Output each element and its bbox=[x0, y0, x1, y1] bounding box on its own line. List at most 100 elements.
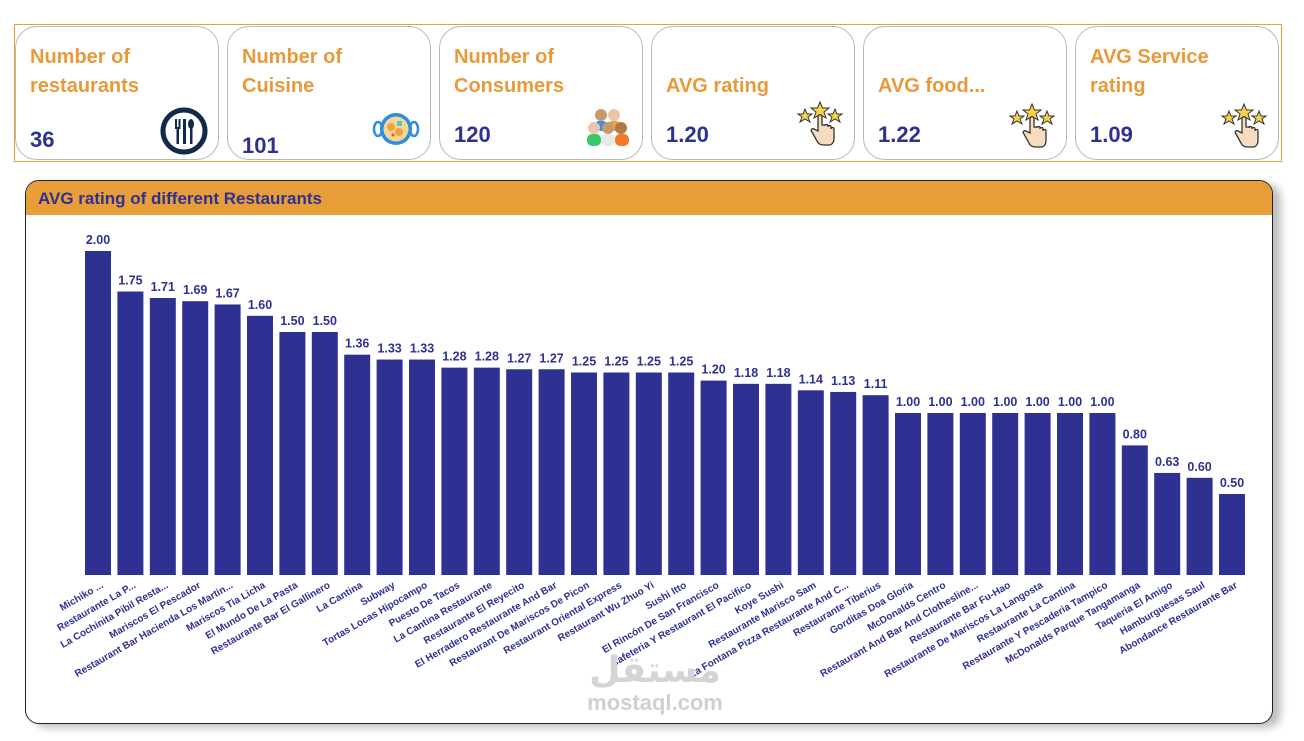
data-label: 1.00 bbox=[1090, 395, 1114, 409]
kpi-value: 101 bbox=[242, 133, 279, 158]
bar[interactable] bbox=[311, 332, 338, 575]
bar[interactable] bbox=[1154, 472, 1181, 575]
bar[interactable] bbox=[927, 413, 954, 575]
data-label: 1.00 bbox=[896, 395, 920, 409]
plate-cutlery-icon bbox=[160, 107, 208, 155]
data-label: 1.50 bbox=[280, 314, 304, 328]
data-label: 1.14 bbox=[799, 372, 823, 386]
bar[interactable] bbox=[344, 354, 371, 575]
star-rating-hand-icon bbox=[1220, 102, 1268, 148]
kpi-card-avg-rating[interactable]: AVG rating 1.20 bbox=[651, 26, 855, 160]
chart-header: AVG rating of different Restaurants bbox=[26, 181, 1272, 215]
bar[interactable] bbox=[1121, 445, 1148, 575]
bar[interactable] bbox=[279, 332, 306, 575]
bar[interactable] bbox=[992, 413, 1019, 575]
data-label: 1.00 bbox=[993, 395, 1017, 409]
data-label: 1.11 bbox=[864, 377, 888, 391]
data-label: 1.00 bbox=[1025, 395, 1049, 409]
kpi-value: 1.20 bbox=[666, 122, 709, 147]
data-label: 2.00 bbox=[86, 233, 110, 247]
bar[interactable] bbox=[765, 383, 792, 575]
kpi-strip: Number of restaurants 36 Number of Cuisi… bbox=[14, 24, 1282, 162]
chart-title: AVG rating of different Restaurants bbox=[38, 189, 322, 208]
bar[interactable] bbox=[149, 297, 176, 575]
bar[interactable] bbox=[182, 301, 209, 575]
bar[interactable] bbox=[1089, 413, 1116, 575]
kpi-card-restaurants[interactable]: Number of restaurants 36 bbox=[15, 26, 219, 160]
data-label: 0.50 bbox=[1220, 476, 1244, 490]
kpi-card-avg-service-rating[interactable]: AVG Service rating 1.09 bbox=[1075, 26, 1279, 160]
data-label: 1.33 bbox=[377, 342, 401, 356]
bar[interactable] bbox=[895, 413, 921, 575]
data-label: 0.60 bbox=[1187, 460, 1211, 474]
bar[interactable] bbox=[862, 395, 889, 575]
data-label: 1.67 bbox=[215, 286, 239, 300]
bar[interactable] bbox=[959, 413, 986, 575]
data-label: 1.00 bbox=[961, 395, 985, 409]
bar[interactable] bbox=[441, 367, 468, 575]
bar[interactable] bbox=[733, 383, 759, 575]
data-label: 1.27 bbox=[507, 351, 531, 365]
chart-panel: AVG rating of different Restaurants 2.00… bbox=[25, 180, 1273, 724]
data-label: 1.00 bbox=[928, 395, 952, 409]
data-label: 1.27 bbox=[539, 351, 563, 365]
bar[interactable] bbox=[473, 367, 500, 575]
bar[interactable] bbox=[1057, 413, 1083, 575]
data-label: 1.00 bbox=[1058, 395, 1082, 409]
data-label: 1.28 bbox=[442, 350, 466, 364]
paella-dish-icon bbox=[372, 113, 420, 145]
kpi-value: 1.09 bbox=[1090, 122, 1133, 147]
star-rating-hand-icon bbox=[796, 100, 844, 146]
data-label: 1.50 bbox=[313, 314, 337, 328]
bar[interactable] bbox=[603, 372, 630, 576]
people-group-icon bbox=[587, 109, 629, 146]
bar[interactable] bbox=[409, 359, 435, 575]
kpi-value: 36 bbox=[30, 127, 55, 152]
bar[interactable] bbox=[830, 391, 857, 575]
bar[interactable] bbox=[538, 369, 565, 575]
data-label: 1.25 bbox=[669, 355, 693, 369]
data-label: 0.63 bbox=[1155, 455, 1179, 469]
data-label: 1.25 bbox=[572, 355, 596, 369]
bar[interactable] bbox=[668, 372, 695, 576]
data-label: 1.20 bbox=[701, 363, 725, 377]
data-label: 1.18 bbox=[766, 366, 790, 380]
data-label: 1.60 bbox=[248, 298, 272, 312]
data-label: 1.25 bbox=[637, 355, 661, 369]
bar[interactable] bbox=[635, 372, 662, 576]
bar[interactable] bbox=[1186, 477, 1213, 575]
kpi-title: Number of Cuisine bbox=[242, 46, 342, 97]
bar[interactable] bbox=[1219, 494, 1245, 575]
bar[interactable] bbox=[85, 251, 111, 575]
data-label: 1.25 bbox=[604, 355, 628, 369]
data-label: 1.69 bbox=[183, 283, 207, 297]
data-label: 1.13 bbox=[831, 374, 855, 388]
kpi-title: Number of Consumers bbox=[454, 46, 565, 97]
kpi-card-avg-food-rating[interactable]: AVG food... 1.22 bbox=[863, 26, 1067, 160]
bar[interactable] bbox=[506, 369, 533, 575]
kpi-title: AVG Service rating bbox=[1090, 46, 1209, 97]
data-label: 1.75 bbox=[118, 274, 142, 288]
bar[interactable] bbox=[214, 304, 241, 575]
kpi-card-cuisine[interactable]: Number of Cuisine 101 bbox=[227, 26, 431, 160]
kpi-title: AVG food... bbox=[878, 75, 986, 97]
kpi-title: AVG rating bbox=[666, 75, 769, 97]
bar[interactable] bbox=[376, 359, 403, 575]
bar[interactable] bbox=[247, 315, 273, 575]
kpi-title: Number of restaurants bbox=[30, 46, 139, 97]
data-label: 1.18 bbox=[734, 366, 758, 380]
bar[interactable] bbox=[117, 291, 144, 576]
kpi-card-consumers[interactable]: Number of Consumers 120 bbox=[439, 26, 643, 160]
data-label: 1.28 bbox=[475, 350, 499, 364]
bar[interactable] bbox=[1024, 413, 1051, 575]
star-rating-hand-icon bbox=[1008, 102, 1056, 148]
data-label: 0.80 bbox=[1123, 427, 1147, 441]
bar[interactable] bbox=[700, 380, 727, 575]
bar[interactable] bbox=[797, 390, 824, 575]
data-label: 1.71 bbox=[151, 280, 175, 294]
bar[interactable] bbox=[571, 372, 597, 576]
data-label: 1.36 bbox=[345, 337, 369, 351]
data-label: 1.33 bbox=[410, 342, 434, 356]
kpi-value: 1.22 bbox=[878, 122, 921, 147]
